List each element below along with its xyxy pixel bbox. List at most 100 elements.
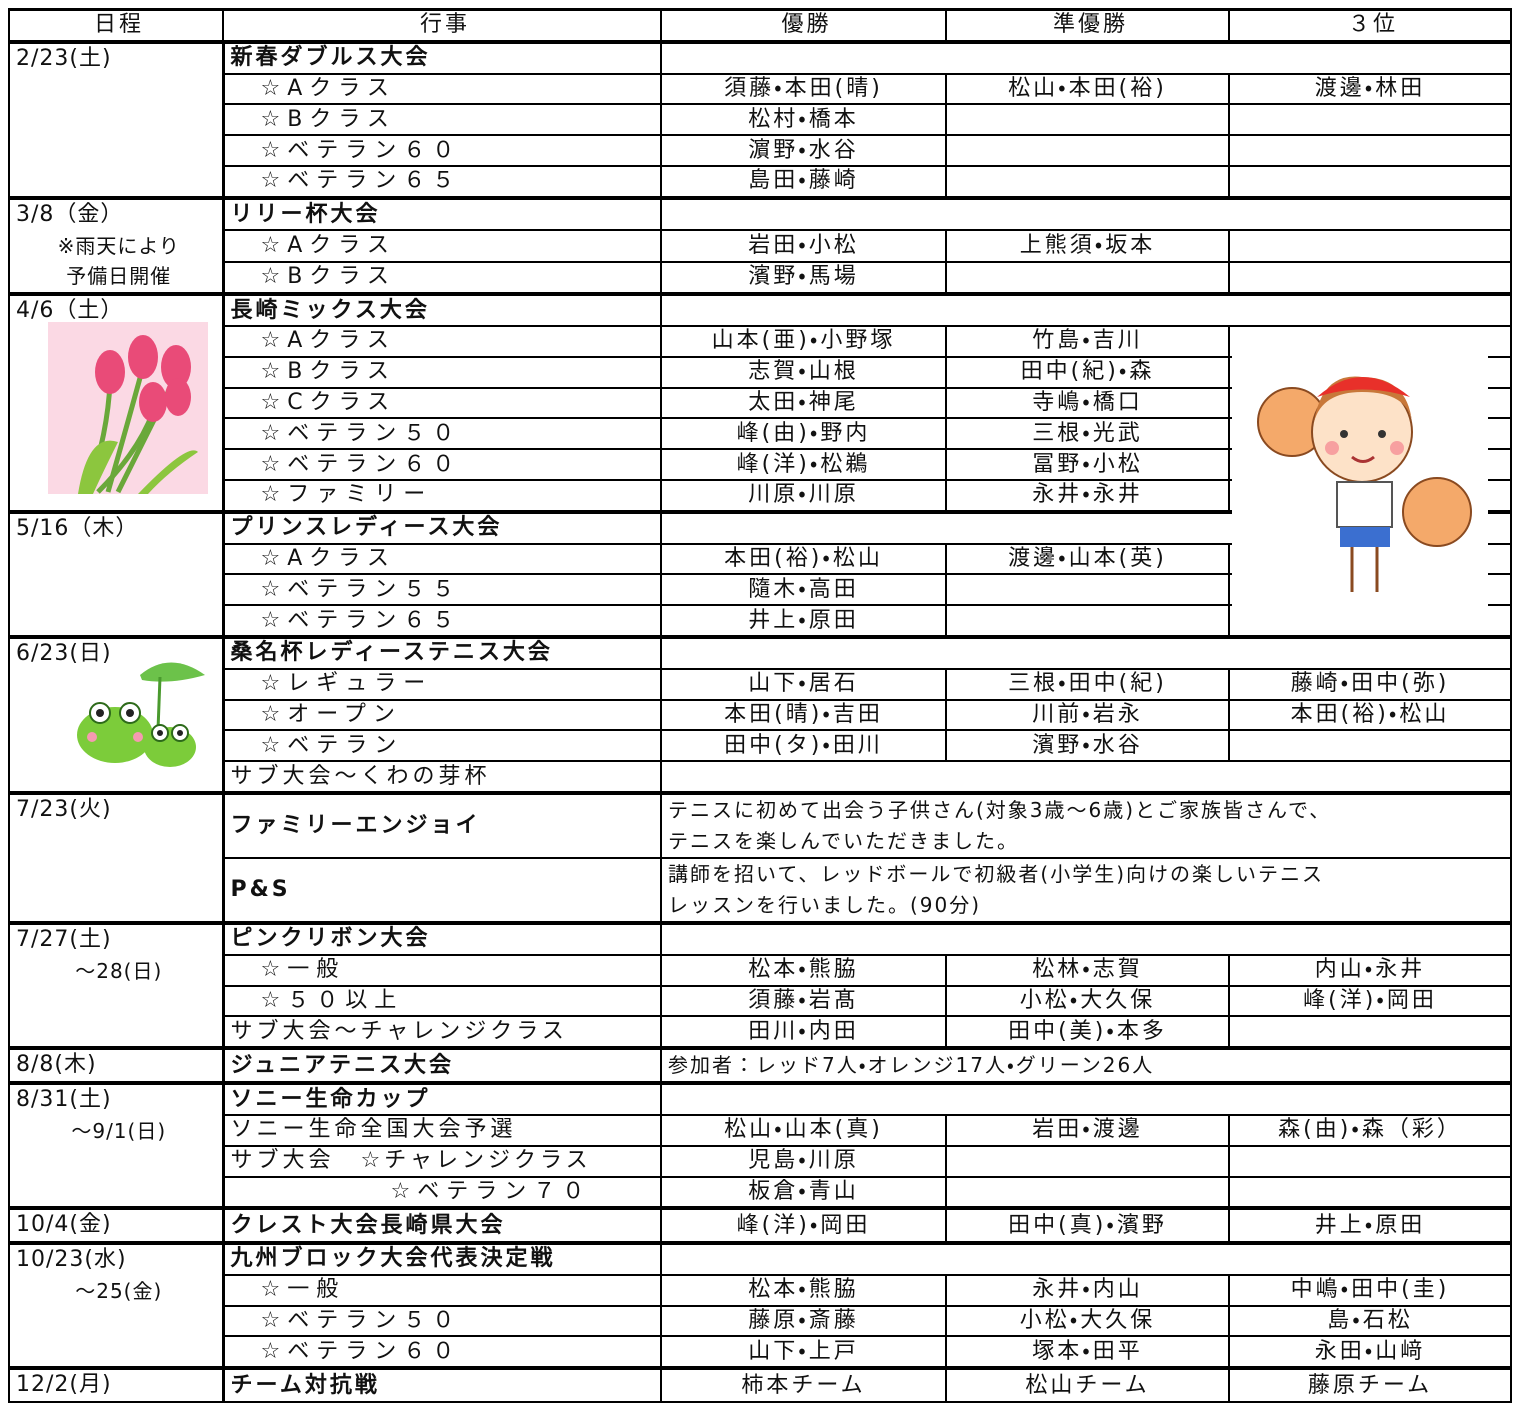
date-line: ～28(日) — [75, 958, 163, 983]
table-row: P&S 講師を招いて、レッドボールで初級者(小学生)向けの楽しいテニス レッスンを行… — [9, 856, 1512, 924]
class-name: ☆ベテラン５０ — [222, 1304, 662, 1338]
date-line: 8/8(木) — [16, 1052, 97, 1078]
header-cell: 準優勝 — [945, 7, 1230, 44]
result-cell: 隨木・高田 — [660, 573, 947, 607]
table-row: ☆Bクラス 濱野・馬場 — [9, 260, 1512, 296]
table-row: サブ大会 ☆チャレンジクラス 児島・川原 — [9, 1144, 1512, 1178]
header-cell: 優勝 — [660, 7, 947, 44]
empty-cell — [945, 164, 1230, 199]
tournament-name: クレスト大会長崎県大会 — [222, 1206, 662, 1245]
date-line: 12/2(月) — [16, 1372, 112, 1398]
class-name: ☆Bクラス — [222, 260, 662, 296]
note-line: テニスに初めて出会う子供さん(対象3歳～6歳)とご家族皆さんで、 — [668, 797, 1332, 822]
table-row: ☆Aクラス 本田(裕)・松山 渡邊・山本(英) — [9, 542, 1512, 576]
result-cell: 須藤・本田(晴) — [660, 72, 947, 106]
result-cell: 小松・大久保 — [945, 984, 1230, 1018]
result-cell: 濱野・馬場 — [660, 260, 947, 296]
table-row: 6/23(日) 桑名杯レディーステニス大会 — [8, 634, 1512, 794]
result-cell: 三根・光武 — [945, 417, 1230, 451]
result-cell: 藤原・斎藤 — [660, 1304, 947, 1338]
table-row: ☆ベテラン６５ 島田・藤崎 — [9, 164, 1512, 199]
class-name: ☆ファミリー — [222, 478, 662, 513]
page-body: {"header":["日程","行事","優勝","準優勝","３位"], "… — [8, 7, 1512, 1403]
empty-cell — [945, 134, 1230, 167]
result-cell: 松本・熊脇 — [660, 953, 947, 987]
table-row: 7/23(火) ファミリーエンジョイ テニスに初めて出会う子供さん(対象3歳～6歳)… — [8, 790, 1512, 924]
tournament-name: ファミリーエンジョイ — [222, 790, 662, 859]
result-cell: 永井・内山 — [945, 1273, 1230, 1307]
class-name: ☆オープン — [222, 698, 662, 732]
table-row: ☆Aクラス 山本(亜)・小野塚 竹島・吉川 — [9, 324, 1512, 358]
class-name: ☆ベテラン — [222, 729, 662, 763]
class-name: ☆ベテラン６０ — [222, 1335, 662, 1370]
table-row: ☆ベテラン７０ 板倉・青山 — [9, 1175, 1512, 1210]
empty-cell — [660, 634, 1512, 670]
table-row: 8/31(土) ～9/1(日) ソニー生命カップ — [8, 1081, 1512, 1210]
class-name: ☆Aクラス — [222, 542, 662, 576]
date-line: 5/16（木） — [16, 515, 139, 541]
class-name: ☆ベテラン５５ — [222, 573, 662, 607]
empty-cell — [660, 920, 1512, 956]
date-line: 4/6（土） — [16, 298, 124, 324]
date-line: 予備日開催 — [66, 264, 172, 289]
class-name: ☆レギュラー — [222, 667, 662, 701]
table-row: 8/8(木) ジュニアテニス大会 参加者：レッド7人・オレンジ17人・グリーン26人 — [8, 1046, 1512, 1085]
table-row: 4/6（土） 長崎ミックス大会 — [8, 292, 1512, 513]
class-name: ☆５０以上 — [222, 984, 662, 1018]
result-cell: 松山チーム — [945, 1366, 1230, 1403]
table-row: 5/16（木） プリンスレディース大会 — [8, 509, 1512, 638]
result-cell: 岩田・渡邊 — [945, 1113, 1230, 1147]
date-cell: 5/16（木） — [8, 509, 225, 638]
table-row: 7/27(土) ～28(日) ピンクリボン大会 — [8, 920, 1512, 1050]
table-row: ☆レギュラー 山下・居石 三根・田中(紀) 藤崎・田中(弥) — [9, 667, 1512, 701]
date-cell: 3/8（金） ※雨天により 予備日開催 — [8, 195, 225, 296]
class-name: ☆Aクラス — [222, 324, 662, 358]
class-name: ☆ベテラン６５ — [222, 604, 662, 638]
date-line: ～25(金) — [75, 1278, 163, 1303]
empty-cell — [1228, 1175, 1512, 1210]
table-row: ソニー生命全国大会予選 松山・山本(真) 岩田・渡邊 森(由)・森（彩） — [9, 1113, 1512, 1147]
result-cell: 寺嶋・橋口 — [945, 386, 1230, 420]
empty-cell — [1228, 134, 1512, 167]
subclass-name: ☆ベテラン７０ — [222, 1175, 662, 1210]
note-line: レッスンを行いました。(90分) — [668, 892, 982, 917]
result-cell: 峰(洋)・岡田 — [660, 1206, 947, 1245]
cheer-girl-illustration — [1232, 352, 1488, 608]
table-row: ☆オープン 本田(晴)・吉田 川前・岩永 本田(裕)・松山 — [9, 698, 1512, 732]
class-name: ☆Aクラス — [222, 229, 662, 263]
empty-cell — [945, 1144, 1230, 1178]
table-row: ☆ベテラン６０ 山下・上戸 塚本・田平 永田・山﨑 — [9, 1335, 1512, 1370]
date-cell: 10/23(水) ～25(金) — [8, 1241, 225, 1370]
page: 大会結果 html,body{margin:0;padding:0;backgr… — [8, 7, 1512, 1403]
result-cell: 島田・藤崎 — [660, 164, 947, 199]
event-name: サブ大会 ☆チャレンジクラス — [222, 1144, 662, 1178]
tournament-name: 桑名杯レディーステニス大会 — [222, 634, 662, 670]
result-cell: 田川・内田 — [660, 1015, 947, 1050]
result-cell: 田中(紀)・森 — [945, 355, 1230, 389]
table-row: ☆一般 松本・熊脇 永井・内山 中嶋・田中(圭) — [9, 1273, 1512, 1307]
result-cell: 竹島・吉川 — [945, 324, 1230, 358]
table-row: サブ大会～チャレンジクラス 田川・内田 田中(美)・本多 — [9, 1015, 1512, 1050]
result-cell: 田中(タ)・田川 — [660, 729, 947, 763]
empty-cell — [660, 292, 1512, 327]
date-line: 3/8（金） — [16, 201, 124, 227]
class-name: ☆ベテラン６５ — [222, 164, 662, 199]
date-cell: 8/31(土) ～9/1(日) — [8, 1081, 225, 1210]
result-cell: 塚本・田平 — [945, 1335, 1230, 1370]
tournament-name: P&S — [222, 856, 662, 924]
tournament-name: ジュニアテニス大会 — [222, 1046, 662, 1085]
empty-cell — [660, 195, 1512, 232]
table-body: 2/23(土) 新春ダブルス大会 ☆Aクラス 須藤・本田(晴) 松山・本田(裕) 渡邊・林… — [8, 39, 1512, 1403]
result-cell: 松山・本田(裕) — [945, 72, 1230, 106]
result-cell: 岩田・小松 — [660, 229, 947, 263]
tournament-name: 九州ブロック大会代表決定戦 — [222, 1241, 662, 1276]
tournament-name: チーム対抗戦 — [222, 1366, 662, 1403]
date-cell: 2/23(土) — [8, 39, 225, 199]
result-cell: 三根・田中(紀) — [945, 667, 1230, 701]
class-name: ☆一般 — [222, 953, 662, 987]
empty-cell — [1228, 260, 1512, 296]
result-cell: 峰(洋)・松鵜 — [660, 448, 947, 481]
empty-cell — [945, 103, 1230, 137]
result-cell: 井上・原田 — [660, 604, 947, 638]
result-cell: 永田・山﨑 — [1228, 1335, 1512, 1370]
